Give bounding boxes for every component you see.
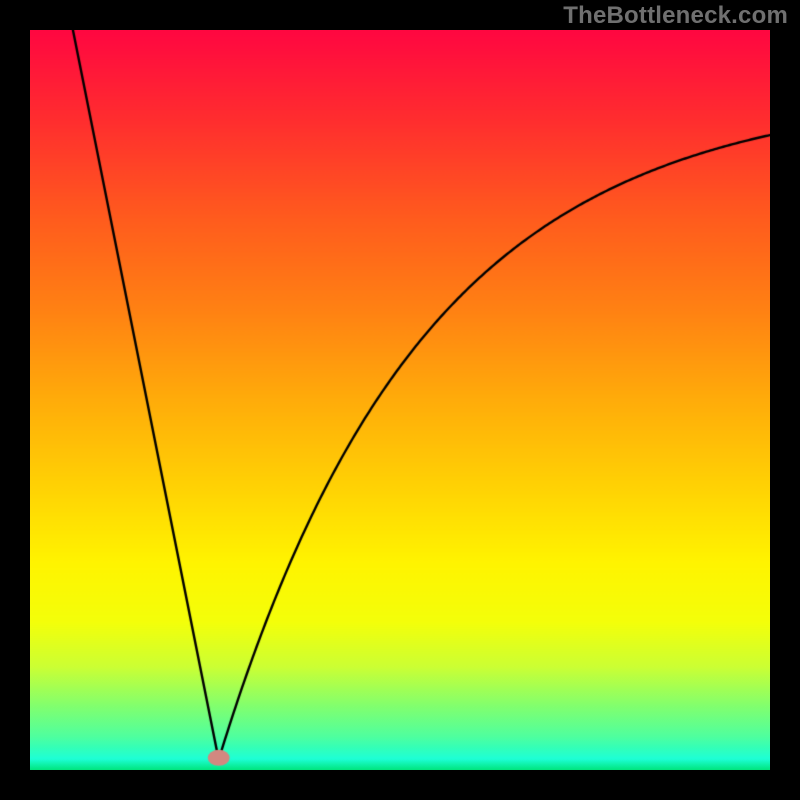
- chart-frame: [30, 30, 770, 770]
- watermark-text: TheBottleneck.com: [563, 2, 788, 30]
- gradient-v-curve-plot: [30, 30, 770, 770]
